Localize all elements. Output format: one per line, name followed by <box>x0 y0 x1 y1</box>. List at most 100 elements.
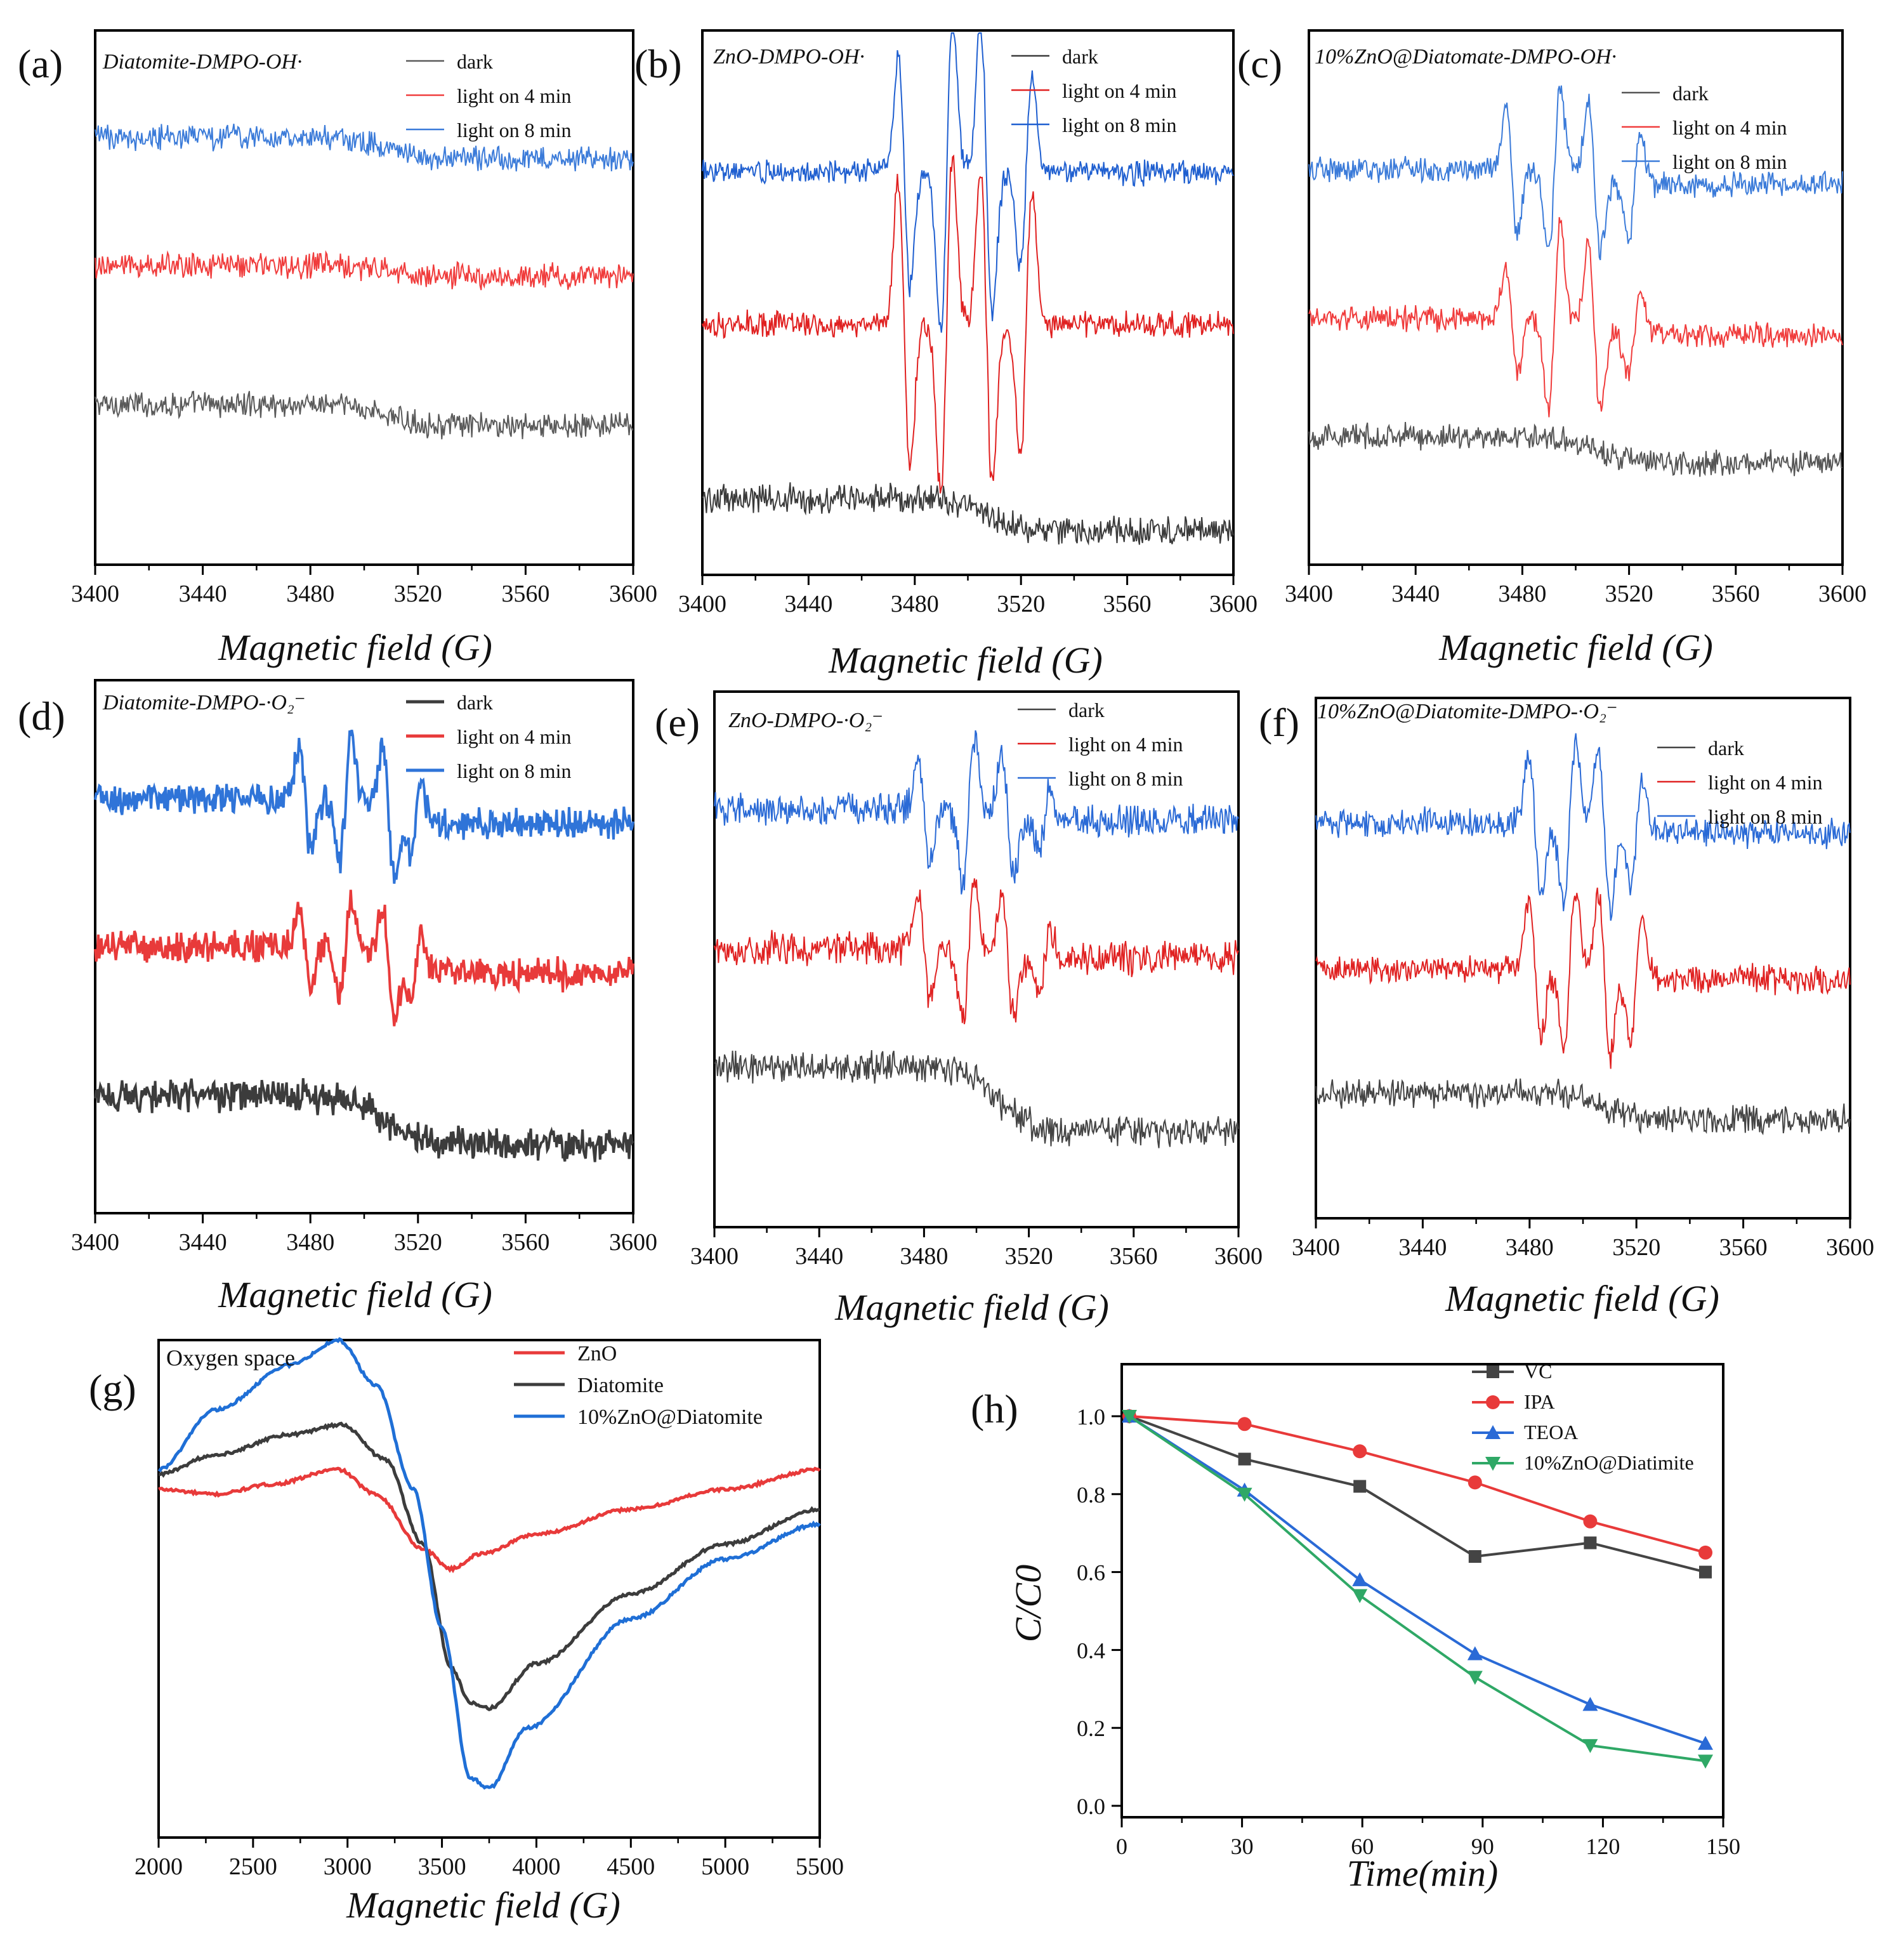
x-tick-label: 3480 <box>286 581 334 607</box>
series-line-light-on-8-min <box>95 123 634 172</box>
series-line-light-on-8-min <box>1315 733 1851 921</box>
x-tick-label: 3560 <box>1712 581 1760 607</box>
data-point-marker <box>1583 1514 1598 1529</box>
data-point-marker <box>1352 1589 1368 1603</box>
legend-label: dark <box>457 50 493 73</box>
series-line-light-on-8-min <box>1308 85 1843 261</box>
data-point-marker <box>1486 1395 1500 1409</box>
legend-label: light on 8 min <box>1708 805 1822 828</box>
data-point-marker <box>1353 1444 1367 1459</box>
legend-label: light on 4 min <box>457 84 571 107</box>
legend-label: light on 8 min <box>457 760 571 782</box>
x-tick-label: 3600 <box>1818 581 1867 607</box>
x-tick-label: 3000 <box>324 1853 372 1880</box>
series-line-light-on-4-min <box>714 878 1239 1025</box>
x-tick-label: 3400 <box>690 1243 739 1270</box>
legend-label: 10%ZnO@Diatimite <box>1524 1451 1694 1474</box>
data-point-marker <box>1353 1480 1367 1493</box>
y-axis-label: C/C0 <box>1008 1565 1049 1643</box>
series-line-light-on-4-min <box>1308 217 1843 418</box>
data-point-marker <box>1467 1646 1483 1661</box>
legend-label: light on 4 min <box>1672 116 1787 139</box>
x-tick-label: 3520 <box>997 591 1045 617</box>
x-axis-label: Magnetic field (G) <box>834 1287 1109 1328</box>
x-tick-label: 60 <box>1351 1834 1374 1859</box>
panel-label: (b) <box>634 41 682 86</box>
x-tick-label: 3520 <box>1605 581 1653 607</box>
series-line-light-on-8-min <box>714 730 1239 895</box>
legend-label: light on 8 min <box>1068 767 1183 790</box>
x-tick-label: 3400 <box>71 581 119 607</box>
series-line-dark <box>94 1078 634 1162</box>
legend-label: dark <box>1062 45 1098 68</box>
x-axis-label: Magnetic field (G) <box>218 1274 492 1315</box>
legend-label: light on 8 min <box>457 119 571 141</box>
data-point-marker <box>1698 1545 1712 1560</box>
data-point-marker <box>1122 1410 1137 1424</box>
series-line-light-on-4-min <box>94 890 634 1027</box>
x-tick-label: 3600 <box>1826 1234 1874 1261</box>
panel-label: (a) <box>18 41 63 86</box>
legend-label: TEOA <box>1524 1421 1578 1444</box>
legend-label: ZnO <box>577 1342 617 1365</box>
series-line-light-on-4-min <box>702 154 1234 494</box>
x-tick-label: 3520 <box>1005 1243 1053 1270</box>
legend-label: IPA <box>1524 1390 1555 1413</box>
y-tick-label: 0.6 <box>1077 1560 1105 1586</box>
legend-label: dark <box>457 691 493 714</box>
legend-label: light on 4 min <box>457 725 571 748</box>
x-tick-label: 3440 <box>179 1229 227 1256</box>
legend-label: Diatomite <box>577 1374 664 1397</box>
x-tick-label: 3440 <box>795 1243 843 1270</box>
legend-label: dark <box>1708 737 1744 760</box>
legend-label: dark <box>1672 82 1709 105</box>
x-tick-label: 3560 <box>501 1229 549 1256</box>
x-tick-label: 3400 <box>1285 581 1333 607</box>
series-line-Diatomite <box>158 1421 820 1711</box>
series-line-light-on-4-min <box>1315 887 1851 1069</box>
x-tick-label: 3440 <box>179 581 227 607</box>
series-line-light-on-8-min <box>94 730 634 884</box>
x-tick-label: 3440 <box>784 591 832 617</box>
y-tick-label: 1.0 <box>1077 1404 1105 1430</box>
x-tick-label: 3600 <box>609 1229 657 1256</box>
legend-label: VC <box>1524 1360 1552 1383</box>
series-line-ZnO <box>158 1466 821 1574</box>
data-point-marker <box>1485 1425 1501 1439</box>
data-point-marker <box>1582 1697 1598 1711</box>
y-tick-label: 0.8 <box>1077 1482 1105 1508</box>
x-tick-label: 3560 <box>1719 1234 1768 1261</box>
legend-label: light on 4 min <box>1708 771 1822 794</box>
panel-title: Diatomite-DMPO-·O₂⁻ <box>102 691 306 714</box>
x-tick-label: 5000 <box>701 1853 749 1880</box>
series-line-light-on-4-min <box>95 250 634 291</box>
x-tick-label: 3440 <box>1398 1234 1447 1261</box>
panel-label: (g) <box>89 1366 136 1411</box>
data-point-marker <box>1352 1572 1368 1586</box>
x-tick-label: 3500 <box>418 1853 466 1880</box>
legend-label: light on 4 min <box>1068 733 1183 756</box>
panel-label: (c) <box>1237 41 1282 86</box>
panel-title: Oxygen space <box>166 1345 295 1371</box>
panel-label: (d) <box>18 694 65 739</box>
data-point-marker <box>1485 1457 1501 1471</box>
data-point-marker <box>1487 1365 1499 1378</box>
x-tick-label: 2000 <box>135 1853 183 1880</box>
panel-label: (f) <box>1259 700 1299 745</box>
data-point-marker <box>1237 1487 1252 1502</box>
panel-title: ZnO-DMPO-OH· <box>713 45 865 69</box>
series-line-dark <box>702 482 1234 546</box>
x-tick-label: 3480 <box>891 591 939 617</box>
x-tick-label: 3520 <box>394 581 442 607</box>
x-tick-label: 3480 <box>286 1229 334 1256</box>
x-tick-label: 3520 <box>1612 1234 1660 1261</box>
x-axis-label: Magnetic field (G) <box>828 640 1103 681</box>
x-tick-label: 3520 <box>394 1229 442 1256</box>
x-tick-label: 3600 <box>1214 1243 1263 1270</box>
x-tick-label: 3400 <box>71 1229 119 1256</box>
x-tick-label: 4000 <box>512 1853 560 1880</box>
x-tick-label: 3560 <box>1103 591 1152 617</box>
x-axis-label: Magnetic field (G) <box>346 1884 621 1926</box>
legend-label: dark <box>1068 699 1105 721</box>
